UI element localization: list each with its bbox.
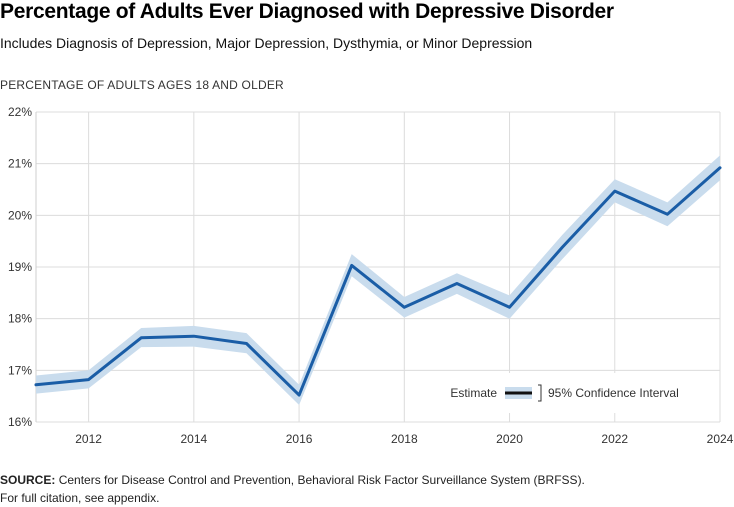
- legend-bracket: [538, 384, 542, 402]
- chart-title: Percentage of Adults Ever Diagnosed with…: [0, 0, 614, 23]
- x-tick-label: 2022: [601, 432, 628, 446]
- citation-note: For full citation, see appendix.: [0, 491, 160, 505]
- confidence-band: [36, 155, 720, 405]
- x-tick-label: 2016: [286, 432, 313, 446]
- x-tick-label: 2024: [707, 432, 734, 446]
- source-text: Centers for Disease Control and Preventi…: [58, 473, 585, 487]
- y-tick-label: 20%: [8, 208, 32, 222]
- x-tick-label: 2020: [496, 432, 523, 446]
- legend-ci-label: 95% Confidence Interval: [548, 386, 679, 400]
- y-axis-label: PERCENTAGE OF ADULTS AGES 18 AND OLDER: [0, 78, 284, 92]
- estimate-line: [34, 166, 722, 397]
- chart-subtitle: Includes Diagnosis of Depression, Major …: [0, 35, 533, 51]
- source-label: SOURCE:: [0, 473, 56, 487]
- source-note: SOURCE: Centers for Disease Control and …: [0, 471, 585, 507]
- x-tick-label: 2018: [391, 432, 418, 446]
- y-tick-label: 19%: [8, 260, 32, 274]
- x-tick-label: 2014: [180, 432, 207, 446]
- legend-estimate-label: Estimate: [450, 386, 497, 400]
- legend-background: [436, 373, 718, 413]
- y-tick-label: 18%: [8, 312, 32, 326]
- line-chart: 16% 17% 18% 19% 20% 21% 22% 2012 2014 2016 2018 202…: [8, 105, 734, 446]
- y-tick-label: 21%: [8, 157, 32, 171]
- y-tick-label: 22%: [8, 105, 32, 119]
- x-tick-label: 2012: [75, 432, 102, 446]
- y-tick-label: 16%: [8, 415, 32, 429]
- y-tick-label: 17%: [8, 363, 32, 377]
